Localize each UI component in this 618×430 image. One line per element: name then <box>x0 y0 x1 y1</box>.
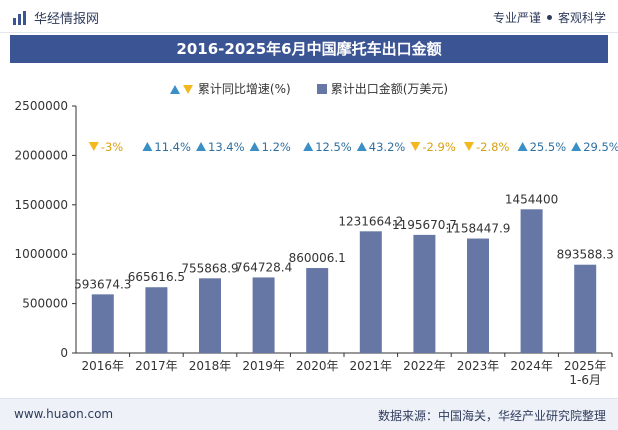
growth-rate-label: 1.2% <box>262 140 291 154</box>
bar-value-label: 665616.5 <box>128 270 185 284</box>
growth-rate-label: 11.4% <box>154 140 191 154</box>
bar <box>520 209 543 353</box>
x-tick-label: 2017年 <box>135 359 178 373</box>
legend-growth[interactable]: 累计同比增速(%) <box>169 80 291 97</box>
growth-rate-label: -2.8% <box>476 140 509 154</box>
x-tick-label: 2025年 1-6月 <box>564 359 607 387</box>
legend-bar-swatch-icon <box>316 83 327 94</box>
bar-value-label: 755868.9 <box>181 261 238 275</box>
growth-down-triangle-icon <box>464 142 474 151</box>
bar-value-label: 1231664.2 <box>338 214 403 228</box>
legend: 累计同比增速(%) 累计出口金额(万美元) <box>0 80 618 97</box>
bar <box>91 294 114 353</box>
separator-dot-icon <box>546 15 552 20</box>
y-tick-label: 500000 <box>22 297 68 311</box>
growth-up-triangle-icon <box>356 142 367 151</box>
x-tick-label: 2019年 <box>242 359 285 373</box>
growth-up-triangle-icon <box>249 142 260 151</box>
growth-up-triangle-icon <box>303 142 314 151</box>
tagline: 专业严谨 客观科学 <box>493 9 606 26</box>
bar-value-label: 1195670.7 <box>392 218 457 232</box>
bar-value-label: 1158447.9 <box>446 222 511 236</box>
bar-chart: 0 500000 1000000 1500000 2000000 2500000 2016年… <box>15 99 618 387</box>
x-tick-label: 2021年 <box>350 359 393 373</box>
growth-down-triangle-icon <box>88 142 99 151</box>
growth-rate-label: 13.4% <box>208 140 245 154</box>
bar-value-label: 764728.4 <box>235 260 292 274</box>
legend-growth-label: 累计同比增速(%) <box>197 82 291 96</box>
growth-rate-label: 43.2% <box>369 140 406 154</box>
growth-up-triangle-icon <box>142 142 153 151</box>
brand-name: 华经情报网 <box>34 12 100 27</box>
y-tick-label: 2500000 <box>15 99 68 113</box>
chart-title: 2016-2025年6月中国摩托车出口金额 <box>10 35 608 63</box>
y-tick-label: 1000000 <box>15 247 68 261</box>
top-bar: 华经情报网 专业严谨 客观科学 <box>0 0 618 33</box>
growth-up-triangle-icon <box>196 142 206 151</box>
bar-value-label: 593674.3 <box>74 277 131 291</box>
legend-export[interactable]: 累计出口金额(万美元) <box>316 80 449 97</box>
legend-export-label: 累计出口金额(万美元) <box>330 82 449 96</box>
bar <box>413 234 436 353</box>
bar <box>199 278 221 353</box>
footer: www.huaon.com 数据来源：中国海关，华经产业研究院整理 <box>0 398 618 430</box>
x-tick-label: 2022年 <box>403 359 446 373</box>
brand[interactable]: 华经情报网 <box>12 8 99 27</box>
x-tick-label: 2016年 <box>82 359 125 373</box>
legend-triangles-icon <box>169 84 193 94</box>
footer-website[interactable]: www.huaon.com <box>14 407 114 421</box>
bar-value-label: 893588.3 <box>557 248 614 262</box>
x-tick-label: 2024年 <box>510 359 553 373</box>
growth-up-triangle-icon <box>517 142 528 151</box>
x-tick-label: 2018年 <box>189 359 232 373</box>
bar-value-label: 1454400 <box>505 192 558 206</box>
growth-rate-label: -3% <box>101 140 123 154</box>
bar <box>252 277 275 353</box>
growth-rate-label: -2.9% <box>422 140 455 154</box>
y-tick-label: 2000000 <box>15 148 68 162</box>
bar <box>306 268 329 353</box>
bar <box>467 238 489 353</box>
bar <box>359 231 382 353</box>
growth-down-triangle-icon <box>410 142 421 151</box>
growth-up-triangle-icon <box>571 142 582 151</box>
growth-rate-label: 25.5% <box>530 140 567 154</box>
footer-source: 数据来源：中国海关，华经产业研究院整理 <box>377 409 606 423</box>
bar <box>145 287 168 353</box>
bar-value-label: 860006.1 <box>289 251 346 265</box>
brand-logo-icon <box>13 10 26 25</box>
x-tick-label: 2023年 <box>457 359 500 373</box>
growth-rate-label: 12.5% <box>315 140 352 154</box>
tagline-left: 专业严谨 <box>492 11 541 25</box>
y-tick-label: 0 <box>60 346 68 360</box>
tagline-right: 客观科学 <box>557 11 606 25</box>
growth-rate-label: 29.5% <box>583 140 618 154</box>
y-tick-label: 1500000 <box>15 198 68 212</box>
bar <box>574 264 597 353</box>
x-tick-label: 2020年 <box>296 359 339 373</box>
